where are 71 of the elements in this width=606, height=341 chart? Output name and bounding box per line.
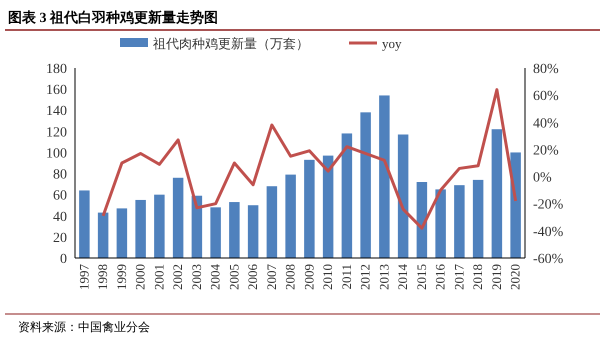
x-tick-label: 2002 (170, 264, 186, 290)
bar (192, 196, 202, 258)
y2-tick-label: -60% (533, 252, 564, 267)
x-tick-label: 1999 (114, 264, 129, 290)
bar (172, 178, 184, 258)
x-tick-label: 2019 (488, 264, 504, 290)
bar (304, 160, 315, 258)
bar (435, 189, 446, 258)
bar (98, 212, 108, 258)
bar (154, 194, 165, 258)
x-tick-label: 2000 (132, 264, 148, 290)
bar (79, 190, 90, 258)
y-tick-label: 60 (53, 188, 67, 204)
chart-title: 图表 3 祖代白羽种鸡更新量走势图 (8, 9, 218, 26)
bar (248, 205, 258, 258)
legend-label: 祖代肉种鸡更新量（万套） (153, 36, 309, 51)
x-tick-label: 2001 (151, 264, 166, 290)
bar (342, 133, 352, 258)
y2-tick-label: 60% (533, 89, 559, 104)
x-tick-label: 2006 (245, 264, 260, 290)
y-tick-label: 180 (46, 62, 67, 77)
y2-tick-label: 40% (533, 116, 559, 132)
x-tick-label: 2014 (395, 264, 410, 290)
y-tick-label: 20 (53, 230, 67, 246)
bar (116, 208, 128, 258)
bar (492, 129, 502, 258)
x-tick-label: 1998 (95, 264, 110, 290)
y2-tick-label: 0% (533, 170, 552, 186)
x-tick-label: 2018 (470, 264, 486, 290)
x-tick-label: 2005 (226, 264, 242, 290)
bar (416, 182, 428, 258)
y-tick-label: 160 (46, 83, 67, 98)
y2-tick-label: 80% (533, 62, 559, 77)
bar (266, 186, 278, 258)
y2-tick-label: -20% (533, 198, 564, 213)
y-tick-label: 80 (53, 168, 67, 183)
bar (398, 134, 408, 258)
x-tick-label: 2009 (301, 264, 316, 290)
y2-tick-label: 20% (533, 143, 559, 158)
x-tick-label: 2012 (358, 264, 373, 290)
x-tick-label: 2016 (432, 264, 448, 290)
x-tick-label: 2010 (320, 264, 336, 290)
x-tick-label: 2013 (376, 264, 392, 290)
x-tick-label: 1997 (76, 264, 92, 290)
bar (322, 156, 334, 258)
bar (379, 95, 390, 258)
y-tick-label: 100 (46, 146, 67, 162)
x-tick-label: 2004 (208, 264, 223, 290)
y-tick-label: 40 (53, 210, 67, 225)
x-tick-label: 2003 (188, 264, 204, 290)
bar (229, 202, 240, 258)
x-tick-label: 2007 (264, 264, 279, 290)
bar (510, 152, 521, 258)
bar (454, 185, 465, 258)
bar (135, 200, 146, 258)
x-tick-label: 2017 (451, 264, 466, 290)
bar (472, 180, 484, 258)
x-tick-label: 2008 (282, 264, 298, 290)
text: 资料来源：中国禽业分会 (18, 320, 150, 334)
x-tick-label: 2020 (508, 264, 523, 290)
x-tick-label: 2011 (338, 264, 354, 290)
bar (210, 207, 221, 258)
bar (285, 174, 296, 258)
line-series (102, 88, 518, 230)
y-tick-label: 140 (46, 104, 67, 120)
y2-tick-label: -40% (533, 224, 564, 240)
y-tick-label: 120 (46, 125, 67, 140)
y-tick-label: 0 (60, 252, 67, 267)
bar (360, 112, 371, 258)
x-tick-label: 2015 (414, 264, 429, 290)
legend-label: yoy (382, 36, 402, 51)
